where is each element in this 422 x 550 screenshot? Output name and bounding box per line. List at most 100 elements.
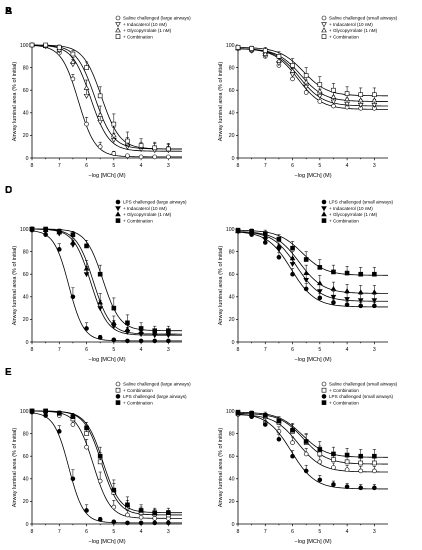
data-point bbox=[84, 121, 89, 127]
fit-curve bbox=[31, 412, 182, 524]
series-4 bbox=[235, 44, 389, 98]
series-1 bbox=[29, 408, 182, 521]
y-tick-label: 20 bbox=[23, 499, 29, 505]
data-point bbox=[262, 413, 268, 418]
panel-letter: F bbox=[5, 367, 11, 378]
data-point bbox=[43, 226, 48, 232]
x-tick-label: 4 bbox=[140, 163, 143, 169]
y-tick-label: 40 bbox=[229, 111, 235, 117]
x-tick-label: 5 bbox=[318, 163, 321, 169]
data-point bbox=[152, 145, 158, 151]
data-point bbox=[70, 476, 76, 482]
legend-label: + Glycopyrrolate (1 nM) bbox=[329, 212, 378, 217]
y-tick-label: 60 bbox=[23, 454, 29, 460]
data-point bbox=[331, 300, 336, 305]
data-point bbox=[70, 239, 76, 245]
data-point bbox=[152, 338, 158, 344]
x-axis-title: −log [MCh] (M) bbox=[294, 357, 331, 363]
data-point bbox=[97, 335, 103, 340]
x-axis-title: −log [MCh] (M) bbox=[294, 539, 331, 545]
data-point bbox=[56, 247, 62, 252]
x-tick-label: 3 bbox=[167, 163, 170, 169]
data-point bbox=[316, 280, 323, 286]
fit-curve bbox=[237, 48, 389, 102]
x-tick-label: 7 bbox=[58, 347, 61, 353]
data-point bbox=[83, 84, 90, 90]
data-point bbox=[317, 447, 323, 452]
data-point bbox=[290, 427, 295, 433]
x-tick-label: 6 bbox=[291, 347, 294, 353]
legend-marker bbox=[115, 394, 121, 399]
data-point bbox=[289, 67, 296, 73]
data-point bbox=[331, 457, 336, 462]
legend-marker bbox=[321, 211, 327, 217]
legend-marker bbox=[115, 34, 121, 39]
x-tick-label: 3 bbox=[373, 163, 376, 169]
series-3 bbox=[235, 410, 388, 491]
x-axis-title: −log [MCh] (M) bbox=[88, 173, 125, 179]
data-point bbox=[303, 439, 309, 444]
x-tick-label: 3 bbox=[373, 347, 376, 353]
data-point bbox=[262, 233, 269, 239]
data-point bbox=[303, 257, 309, 262]
y-tick-label: 0 bbox=[26, 522, 29, 528]
data-point bbox=[358, 303, 364, 309]
y-tick-label: 80 bbox=[23, 249, 29, 255]
legend: LPS challenged (small airways)+ Indacate… bbox=[321, 199, 394, 223]
legend-label: Saline challenged (large airways) bbox=[123, 16, 191, 21]
data-point bbox=[371, 289, 378, 295]
y-tick-label: 60 bbox=[23, 272, 29, 278]
y-tick-label: 60 bbox=[23, 88, 29, 94]
data-point bbox=[29, 42, 35, 48]
data-point bbox=[97, 119, 104, 125]
y-tick-label: 0 bbox=[232, 156, 235, 162]
data-point bbox=[138, 154, 144, 160]
data-point bbox=[290, 440, 295, 445]
series-1 bbox=[235, 228, 388, 309]
data-point bbox=[84, 65, 89, 70]
x-tick-label: 8 bbox=[31, 529, 34, 535]
series-4 bbox=[29, 408, 182, 516]
legend-label: LPS challenged (small airways) bbox=[329, 200, 394, 205]
data-point bbox=[70, 232, 76, 237]
data-point bbox=[138, 514, 144, 520]
legend-marker bbox=[321, 381, 327, 387]
legend-label: + Combination bbox=[329, 34, 359, 39]
data-point bbox=[125, 153, 130, 159]
data-point bbox=[70, 76, 76, 82]
data-point bbox=[70, 422, 76, 427]
data-point bbox=[344, 452, 350, 458]
legend-label: Saline challenged (small airways) bbox=[329, 16, 398, 21]
fit-curve bbox=[31, 410, 182, 519]
data-point bbox=[358, 485, 364, 491]
data-point bbox=[110, 132, 117, 138]
legend-marker bbox=[321, 199, 327, 205]
legend-label: LPS challenged (small airways) bbox=[329, 394, 394, 399]
x-tick-label: 8 bbox=[237, 163, 240, 169]
legend-marker bbox=[321, 15, 327, 21]
series-3 bbox=[29, 225, 182, 335]
data-point bbox=[371, 102, 378, 108]
legend-label: Saline challenged (small airways) bbox=[329, 382, 398, 387]
data-point bbox=[152, 510, 158, 516]
data-point bbox=[125, 502, 130, 508]
x-tick-label: 8 bbox=[237, 529, 240, 535]
x-tick-label: 5 bbox=[112, 529, 115, 535]
data-point bbox=[83, 272, 90, 278]
data-point bbox=[357, 289, 364, 295]
legend-marker bbox=[115, 400, 121, 405]
y-tick-label: 80 bbox=[23, 431, 29, 437]
x-tick-label: 7 bbox=[264, 347, 267, 353]
data-point bbox=[111, 487, 117, 493]
data-point bbox=[83, 93, 90, 99]
y-tick-label: 100 bbox=[226, 43, 235, 49]
data-point bbox=[97, 459, 103, 465]
data-point bbox=[276, 57, 282, 63]
data-point bbox=[235, 44, 241, 50]
legend-label: + Combination bbox=[329, 218, 359, 223]
data-point bbox=[111, 337, 117, 343]
y-axis-title: Airway luminal area (% of initial) bbox=[218, 246, 224, 326]
legend-label: + Indacaterol (10 nM) bbox=[329, 22, 373, 27]
data-point bbox=[138, 328, 144, 334]
data-point bbox=[43, 413, 48, 418]
